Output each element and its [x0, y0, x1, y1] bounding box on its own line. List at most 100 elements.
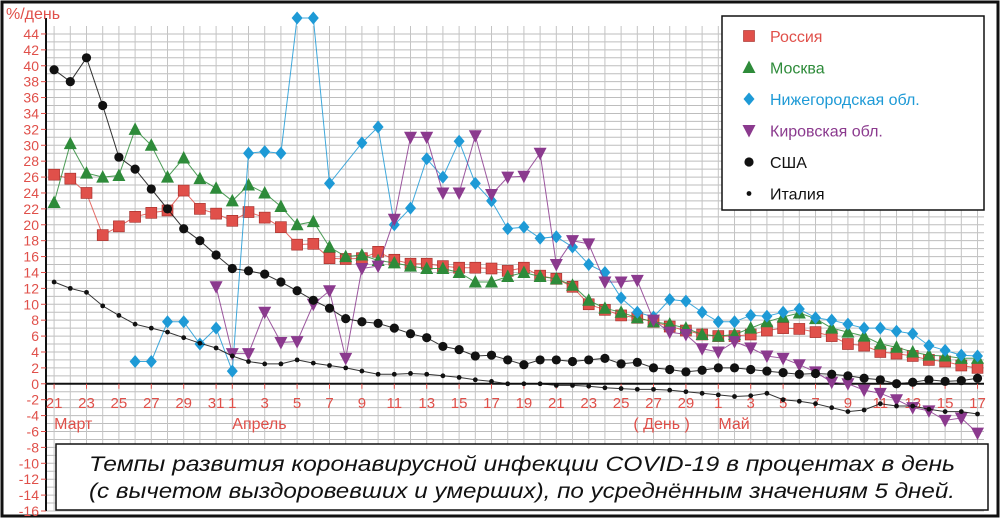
data-point	[486, 350, 497, 360]
data-point	[956, 376, 966, 386]
y-tick-label: 14	[23, 264, 39, 280]
data-point	[64, 172, 77, 185]
data-point	[323, 285, 337, 298]
data-point	[145, 355, 157, 369]
data-point	[695, 343, 709, 356]
data-point	[570, 382, 575, 388]
data-point	[195, 236, 205, 246]
data-point	[47, 195, 61, 209]
data-point	[323, 252, 336, 264]
data-point	[145, 207, 158, 219]
data-point	[679, 328, 693, 342]
data-point	[132, 321, 138, 327]
y-tick-label: 32	[23, 121, 39, 137]
data-point	[258, 306, 272, 320]
data-point	[777, 305, 789, 319]
data-point	[243, 266, 254, 276]
data-point	[857, 329, 871, 342]
data-point	[276, 277, 286, 287]
data-point	[472, 377, 478, 383]
data-point	[355, 263, 369, 276]
y-tick-label: 40	[23, 58, 39, 74]
series-line	[53, 281, 978, 415]
data-point	[651, 386, 656, 392]
data-point	[242, 348, 256, 361]
data-point	[275, 146, 287, 160]
data-point	[746, 364, 756, 375]
data-point	[339, 352, 353, 366]
data-point	[744, 321, 758, 334]
data-point	[436, 261, 450, 274]
series-5	[51, 279, 980, 417]
data-point	[503, 355, 513, 365]
data-point	[632, 357, 642, 367]
y-tick-label: 12	[23, 280, 39, 296]
caption-frame	[55, 443, 989, 511]
data-point	[777, 322, 789, 334]
data-point	[501, 269, 515, 282]
data-point	[371, 260, 385, 274]
data-point	[356, 136, 368, 150]
data-point	[582, 293, 596, 306]
data-point	[975, 411, 980, 417]
data-point	[404, 259, 418, 272]
y-tick-label: 10	[23, 296, 39, 312]
data-point	[179, 224, 189, 234]
data-point	[810, 368, 821, 379]
data-point	[616, 359, 626, 369]
data-point	[858, 339, 870, 352]
data-point	[908, 377, 918, 387]
data-point	[129, 355, 141, 369]
data-point	[67, 285, 73, 291]
x-tick-label: 31	[208, 395, 225, 412]
data-point	[873, 337, 887, 350]
data-point	[278, 361, 284, 367]
data-point	[842, 338, 854, 350]
data-point	[924, 375, 934, 385]
data-point	[260, 269, 270, 279]
x-tick-label: 25	[111, 395, 128, 412]
data-point	[744, 342, 758, 356]
data-point	[663, 317, 677, 330]
data-point	[225, 193, 239, 207]
x-tick-label: 29	[175, 395, 192, 412]
data-point	[178, 315, 190, 329]
data-point	[116, 313, 122, 318]
data-point	[891, 379, 902, 389]
series-line	[135, 17, 978, 372]
x-tick-label: 3	[747, 395, 755, 412]
x-tick-label: 1	[228, 395, 236, 412]
data-point	[424, 371, 430, 377]
y-tick-label: 2	[31, 360, 39, 376]
data-point	[857, 384, 871, 398]
legend-box	[721, 15, 985, 211]
data-point	[680, 294, 692, 308]
data-point	[748, 393, 754, 399]
data-point	[954, 412, 968, 425]
data-point	[161, 170, 175, 183]
data-point	[440, 373, 446, 379]
data-point	[243, 146, 255, 160]
data-point	[469, 261, 482, 274]
data-point	[242, 178, 256, 191]
data-point	[181, 335, 187, 341]
data-point	[647, 314, 661, 328]
data-point	[875, 375, 885, 385]
caption-line: Темпы развития коронавирусной инфекции C…	[89, 453, 955, 476]
data-point	[242, 206, 255, 218]
data-point	[375, 371, 381, 377]
legend-label: США	[770, 155, 807, 172]
data-point	[810, 311, 822, 325]
y-tick-label: 30	[23, 137, 39, 153]
x-tick-label: 21	[548, 395, 565, 412]
data-point	[327, 363, 332, 368]
data-point	[843, 371, 853, 381]
data-point	[505, 381, 511, 387]
data-point	[551, 355, 561, 365]
data-point	[420, 131, 434, 145]
data-point	[923, 339, 935, 353]
axis-layer: 4442403836343230282624222018161412108642…	[6, 6, 986, 519]
data-point	[229, 353, 235, 359]
data-point	[114, 152, 124, 162]
data-point	[778, 368, 788, 378]
